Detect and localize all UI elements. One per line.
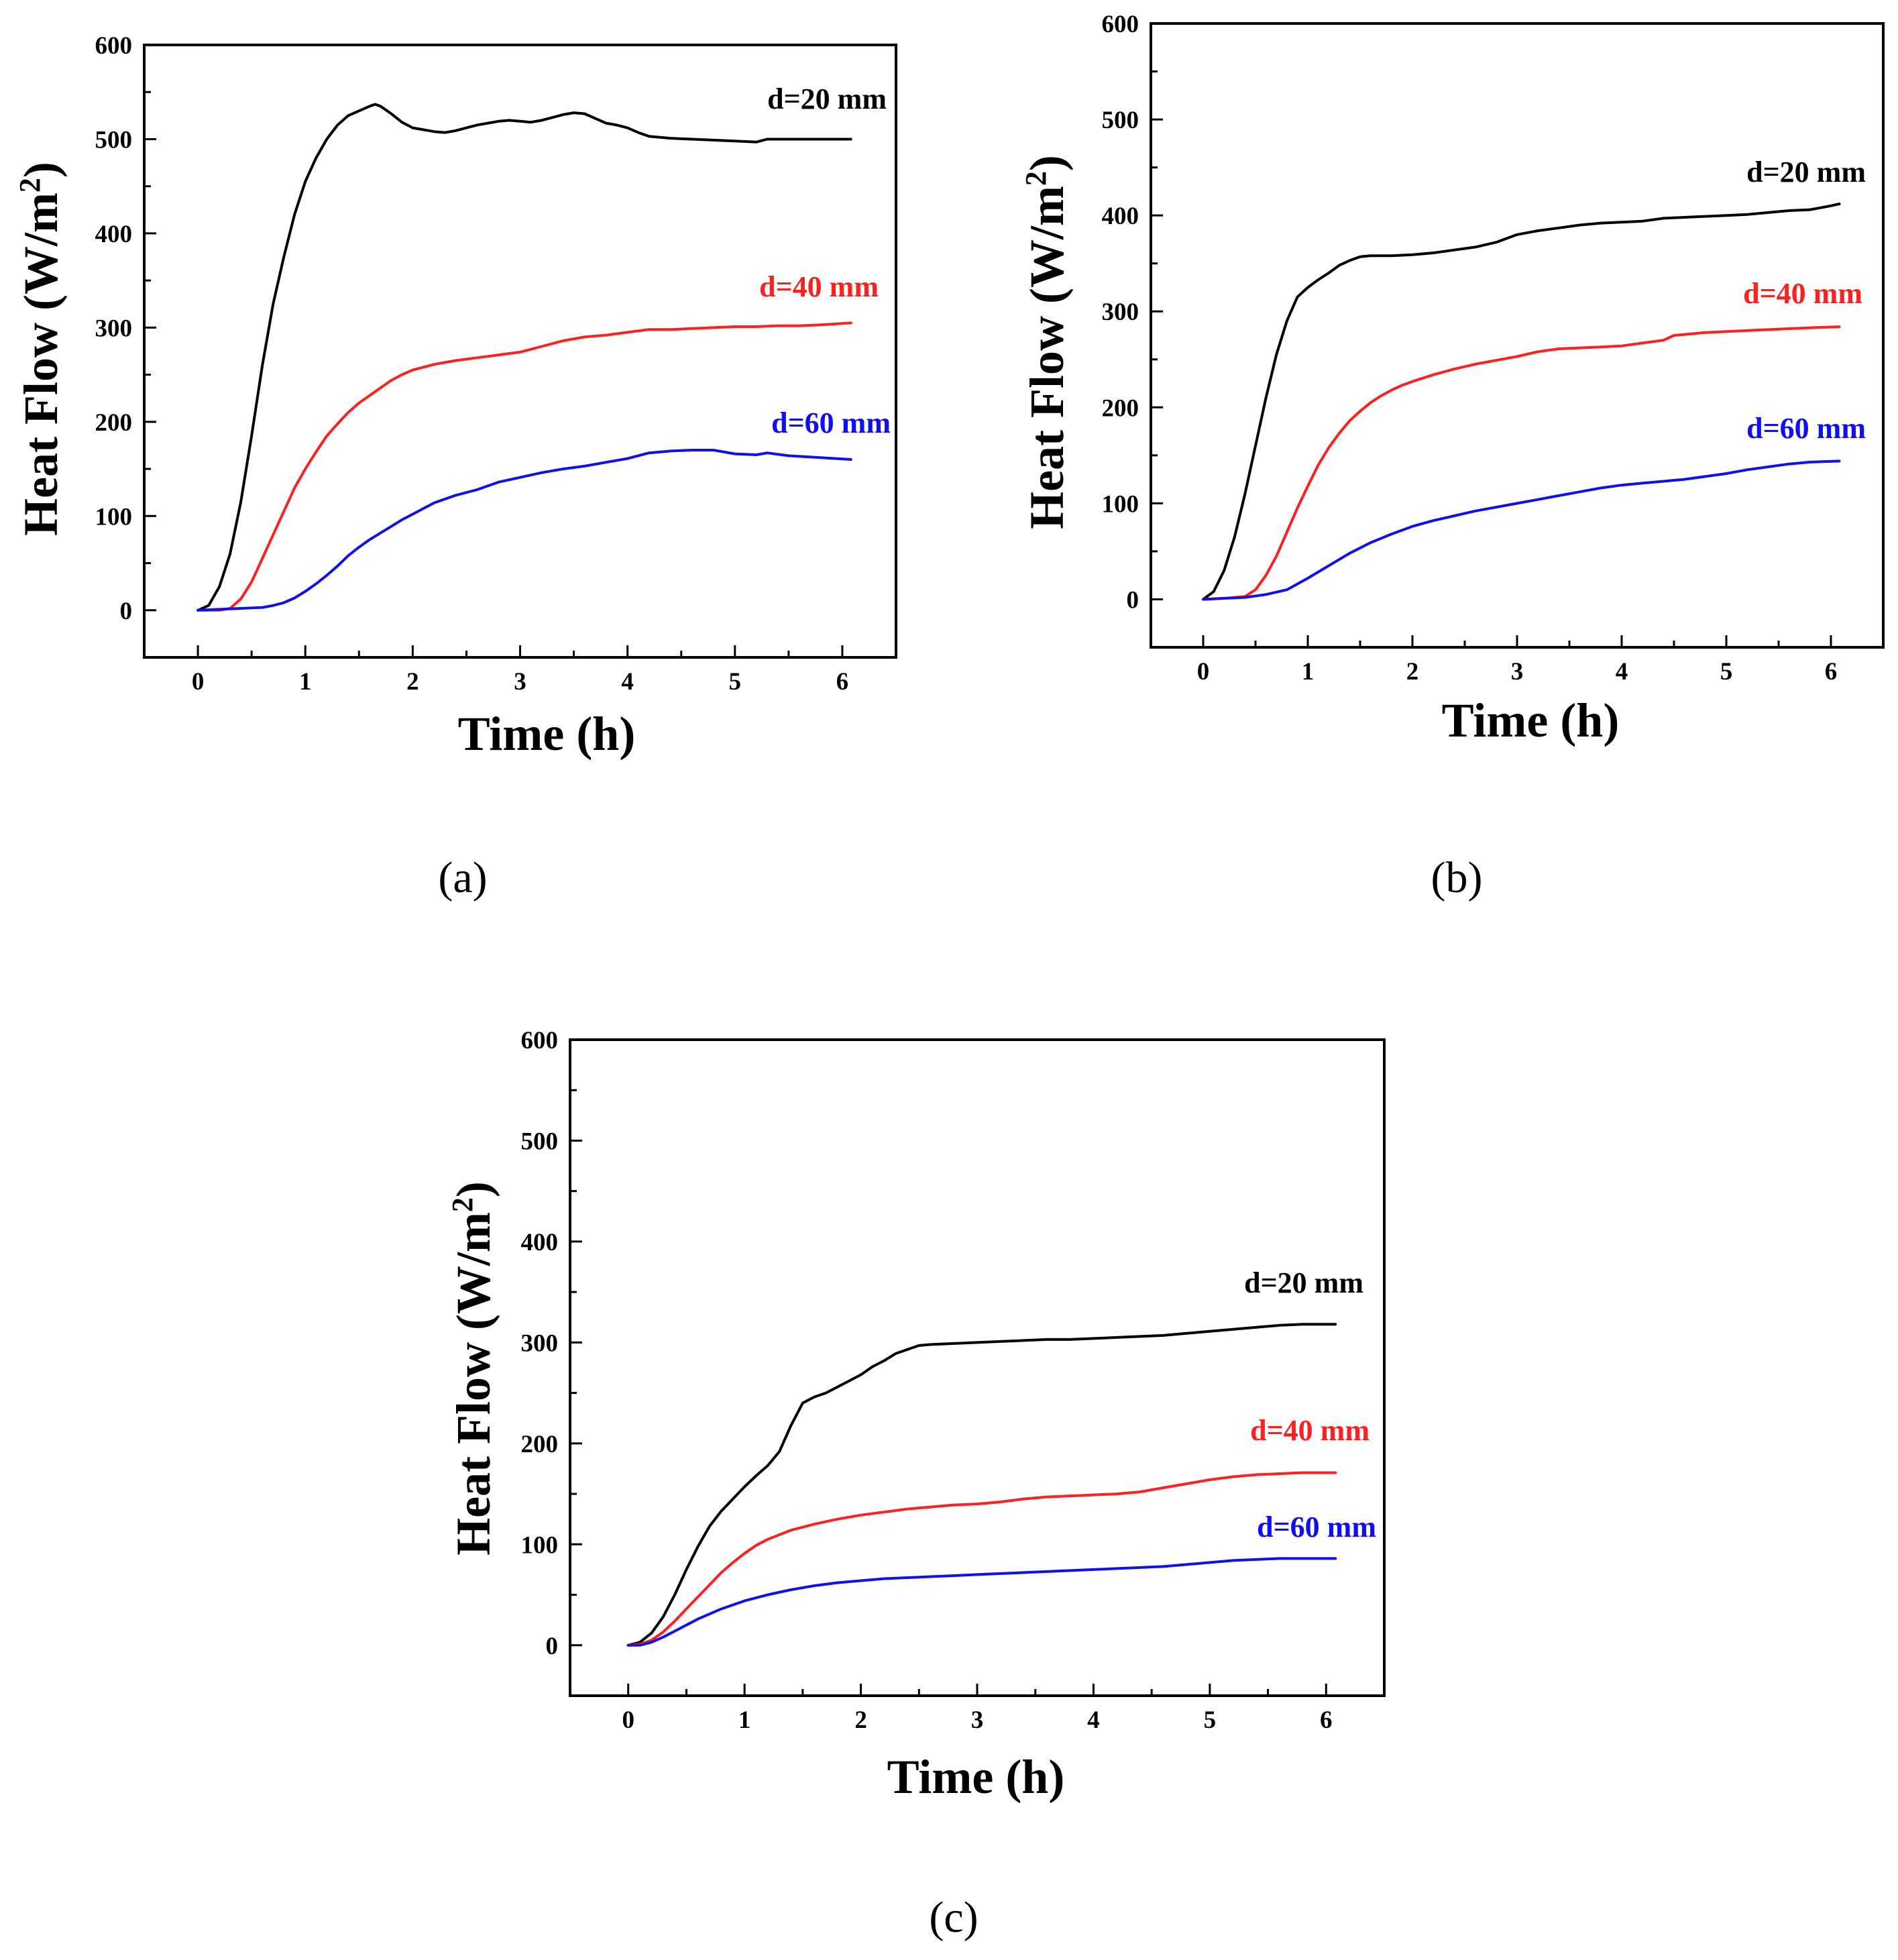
x-tick-label: 0	[622, 1706, 634, 1734]
x-tick-label: 1	[1302, 658, 1315, 686]
x-axis-title: Time (h)	[887, 1750, 1065, 1804]
y-tick-label: 600	[95, 32, 133, 60]
series-label-d60: d=60 mm	[1746, 412, 1866, 445]
series-labels: d=20 mm d=40 mm d=60 mm	[1743, 156, 1866, 445]
y-tick-label: 600	[1102, 11, 1139, 38]
series-label-d40: d=40 mm	[1743, 277, 1862, 310]
series-labels: d=20 mm d=40 mm d=60 mm	[759, 83, 891, 439]
y-tick-label: 500	[1102, 107, 1139, 134]
x-tick-label: 6	[1320, 1706, 1333, 1734]
y-axis-title: Heat Flow (W/m2)	[13, 162, 68, 536]
series-line-d40	[1202, 325, 1841, 601]
y-tick-label: 100	[1102, 490, 1139, 518]
series-label-d20: d=20 mm	[767, 83, 887, 115]
series-label-d60: d=60 mm	[771, 406, 891, 439]
y-tick-label: 0	[120, 598, 133, 625]
panel-a: 0 1 2 3 4 5 6 0 100 200 300 400 500 600 d=20 mm d=40 …	[13, 32, 897, 902]
series-line-d40	[197, 321, 852, 612]
x-tick-label: 0	[192, 668, 205, 696]
x-tick-label: 2	[1406, 658, 1419, 686]
y-axis-title: Heat Flow (W/m2)	[446, 1181, 500, 1556]
y-tick-label: 600	[521, 1027, 559, 1054]
data-curves	[626, 1323, 1337, 1647]
y-tick-label: 100	[521, 1531, 559, 1559]
y-axis-title-close: )	[447, 1181, 500, 1197]
panel-caption: (a)	[438, 853, 487, 902]
x-tick-label: 2	[854, 1706, 867, 1734]
y-tick-label: 300	[521, 1329, 559, 1357]
y-axis-title-close: )	[1020, 155, 1074, 171]
panel-caption: (b)	[1431, 853, 1483, 902]
y-axis-title-main: Heat Flow (W/m	[14, 193, 68, 536]
y-tick-label: 500	[95, 126, 133, 154]
axis-ticks: 0 1 2 3 4 5 6 0 100 200 300 400 500 600	[95, 32, 897, 696]
plot-frame	[1150, 22, 1885, 649]
series-line-d20	[1202, 203, 1841, 601]
x-tick-label: 1	[299, 668, 312, 696]
x-axis-title: Time (h)	[1442, 694, 1620, 747]
x-tick-label: 6	[836, 668, 849, 696]
series-line-d60	[626, 1557, 1337, 1647]
series-label-d60: d=60 mm	[1257, 1511, 1376, 1543]
x-tick-label: 4	[621, 668, 634, 696]
x-tick-label: 2	[406, 668, 419, 696]
panel-caption: (c)	[929, 1893, 978, 1942]
y-tick-label: 300	[1102, 298, 1139, 326]
y-tick-label: 500	[521, 1128, 559, 1155]
y-tick-label: 400	[95, 221, 133, 248]
x-axis-title: Time (h)	[458, 707, 636, 761]
y-tick-label: 200	[95, 409, 133, 437]
series-line-d20	[626, 1323, 1337, 1647]
data-curves	[1202, 203, 1841, 601]
y-axis-title: Heat Flow (W/m2)	[1019, 155, 1074, 529]
y-axis-title-main: Heat Flow (W/m	[447, 1212, 500, 1556]
plot-frame	[569, 1038, 1386, 1697]
y-axis-title-sup: 2	[1019, 171, 1052, 186]
series-label-d40: d=40 mm	[759, 270, 879, 303]
y-axis-title-sup: 2	[446, 1197, 479, 1212]
x-tick-label: 3	[514, 668, 526, 696]
y-tick-label: 300	[95, 315, 133, 342]
x-tick-label: 4	[1616, 658, 1628, 686]
y-tick-label: 400	[521, 1229, 559, 1256]
y-tick-label: 0	[1127, 586, 1139, 614]
y-axis-title-close: )	[14, 162, 68, 178]
x-tick-label: 1	[738, 1706, 751, 1734]
panel-c: 0 1 2 3 4 5 6 0 100 200 300 400 500 600 d=20 mm d=40 …	[446, 1027, 1386, 1942]
x-tick-label: 6	[1825, 658, 1838, 686]
axis-ticks: 0 1 2 3 4 5 6 0 100 200 300 400 500 600	[1102, 11, 1885, 686]
x-tick-label: 5	[1204, 1706, 1217, 1734]
x-tick-label: 4	[1087, 1706, 1100, 1734]
x-tick-label: 3	[971, 1706, 984, 1734]
series-label-d20: d=20 mm	[1244, 1266, 1363, 1299]
x-tick-label: 3	[1511, 658, 1524, 686]
x-tick-label: 5	[1720, 658, 1733, 686]
series-line-d40	[626, 1471, 1337, 1647]
y-tick-label: 200	[1102, 394, 1139, 422]
x-tick-label: 0	[1197, 658, 1210, 686]
y-axis-title-sup: 2	[13, 178, 46, 193]
panel-b: 0 1 2 3 4 5 6 0 100 200 300 400 500 600 d=20 mm d=40 …	[1019, 11, 1885, 902]
series-label-d20: d=20 mm	[1746, 156, 1866, 188]
series-labels: d=20 mm d=40 mm d=60 mm	[1244, 1266, 1376, 1543]
series-line-d60	[197, 449, 852, 612]
y-axis-title-main: Heat Flow (W/m	[1020, 186, 1074, 529]
y-tick-label: 0	[546, 1633, 559, 1660]
x-tick-label: 5	[729, 668, 742, 696]
axis-ticks: 0 1 2 3 4 5 6 0 100 200 300 400 500 600	[521, 1027, 1386, 1734]
data-curves	[197, 103, 852, 612]
series-line-d60	[1202, 459, 1841, 601]
y-tick-label: 400	[1102, 203, 1139, 230]
y-tick-label: 200	[521, 1431, 559, 1458]
y-tick-label: 100	[95, 503, 133, 531]
series-label-d40: d=40 mm	[1250, 1414, 1370, 1447]
series-line-d20	[197, 103, 852, 612]
